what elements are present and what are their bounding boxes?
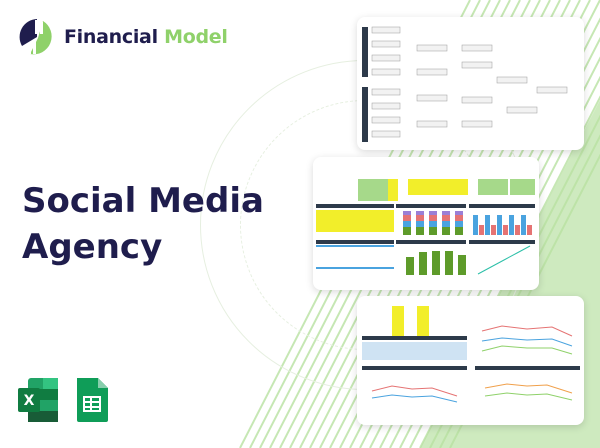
google-sheets-icon bbox=[77, 378, 108, 422]
title-line-1: Social Media bbox=[22, 181, 264, 221]
svg-text:X: X bbox=[24, 393, 35, 409]
brand-name-part2: Model bbox=[164, 26, 228, 48]
org-chart-preview bbox=[357, 17, 584, 150]
title-line-2: Agency bbox=[22, 227, 163, 267]
brand-logo: Financial Model bbox=[18, 18, 228, 56]
brand-name-part1: Financial bbox=[64, 26, 158, 48]
page-title: Social Media Agency bbox=[22, 178, 264, 270]
app-icons: X bbox=[16, 376, 110, 424]
logo-icon bbox=[19, 19, 52, 55]
dashboard-preview bbox=[313, 157, 539, 290]
excel-icon: X bbox=[18, 378, 58, 422]
charts-preview bbox=[357, 296, 584, 425]
